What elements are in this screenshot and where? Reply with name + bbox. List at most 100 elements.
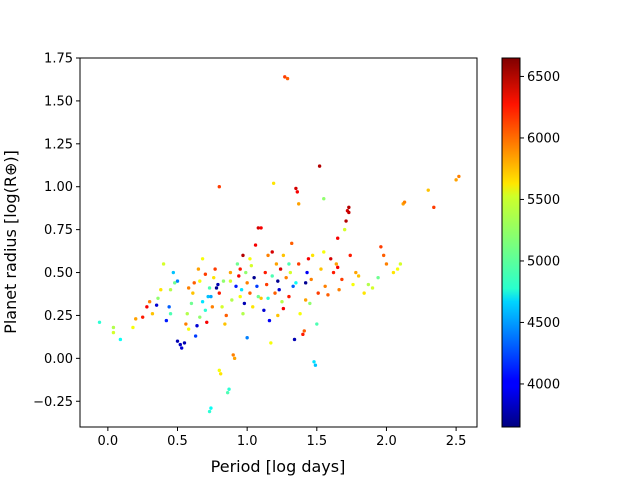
y-tick-label: 1.25 — [44, 137, 73, 152]
data-point — [230, 298, 234, 302]
data-point — [287, 262, 291, 266]
data-point — [175, 279, 180, 283]
data-point — [296, 262, 301, 266]
data-point — [292, 337, 297, 342]
data-point — [234, 284, 238, 288]
data-point — [232, 356, 237, 361]
colorbar-tick-label: 5000 — [527, 254, 560, 269]
data-point — [154, 303, 159, 307]
data-point — [301, 332, 305, 337]
data-point — [432, 205, 436, 210]
data-point — [256, 294, 261, 299]
data-point — [198, 315, 202, 319]
data-point — [336, 265, 340, 270]
data-point — [305, 270, 309, 275]
data-point — [206, 294, 210, 299]
data-point — [171, 270, 176, 275]
y-tick-label: 1.50 — [44, 94, 73, 109]
data-point — [336, 236, 340, 240]
data-point — [217, 185, 221, 189]
colorbar-tick-label: 4500 — [527, 316, 560, 331]
data-point — [329, 257, 333, 261]
data-point — [193, 334, 198, 338]
data-point — [134, 317, 138, 321]
data-point — [457, 174, 461, 179]
data-point — [426, 188, 430, 192]
y-tick-label: 0.00 — [44, 352, 73, 367]
data-point — [323, 284, 327, 288]
data-point — [244, 270, 248, 275]
data-point — [331, 270, 336, 275]
data-point — [223, 322, 227, 326]
data-point — [395, 267, 400, 271]
data-point — [256, 226, 261, 230]
data-point — [356, 274, 361, 278]
data-point — [237, 274, 241, 278]
data-point — [203, 272, 208, 276]
data-point — [248, 291, 252, 295]
data-point — [376, 275, 380, 280]
data-point — [266, 253, 270, 258]
data-point — [198, 279, 202, 283]
data-point — [213, 267, 217, 271]
data-point — [276, 313, 280, 318]
data-point — [164, 318, 169, 323]
data-point — [168, 312, 173, 316]
data-point — [118, 337, 123, 342]
data-point — [308, 301, 312, 306]
data-point — [207, 409, 212, 414]
data-point — [290, 241, 294, 246]
data-point — [111, 325, 116, 330]
data-point — [298, 312, 302, 316]
data-point — [312, 360, 316, 364]
data-point — [273, 291, 277, 295]
y-tick-label: 0.50 — [44, 266, 73, 281]
data-point — [334, 262, 339, 266]
data-point — [296, 202, 301, 206]
data-point — [238, 294, 242, 299]
data-point — [200, 257, 205, 261]
data-point — [196, 267, 201, 271]
data-point — [287, 294, 291, 299]
data-point — [241, 253, 245, 258]
data-point — [285, 76, 290, 81]
colorbar-tick-label: 6500 — [527, 70, 560, 85]
data-point — [342, 227, 347, 232]
data-point — [242, 301, 247, 306]
data-point — [228, 279, 233, 283]
colorbar-tick-label: 5500 — [527, 193, 560, 208]
data-point — [248, 257, 252, 261]
data-point — [218, 372, 223, 376]
y-axis-label: Planet radius [log(R⊕)] — [1, 150, 20, 334]
data-point — [217, 291, 221, 295]
data-point — [267, 318, 272, 323]
x-tick-label: 2.5 — [446, 434, 467, 449]
plot-frame — [79, 57, 478, 428]
data-point — [270, 250, 274, 254]
data-point — [381, 253, 386, 258]
data-point — [270, 274, 274, 278]
data-point — [227, 387, 231, 391]
data-point — [294, 281, 298, 285]
data-point — [140, 315, 145, 319]
x-tick-label: 0.5 — [167, 434, 188, 449]
data-point — [263, 270, 267, 275]
data-point — [398, 262, 403, 266]
data-point — [280, 300, 284, 304]
data-point — [231, 353, 235, 357]
data-point — [317, 164, 322, 168]
data-point — [209, 406, 213, 410]
data-point — [316, 291, 320, 295]
colorbar — [501, 57, 521, 428]
data-point — [337, 287, 341, 292]
data-point — [264, 282, 269, 287]
data-point — [221, 279, 226, 283]
data-point — [150, 312, 155, 316]
data-point — [366, 282, 371, 287]
data-point — [249, 263, 254, 268]
data-point — [283, 75, 287, 79]
x-tick-label: 1.0 — [237, 434, 258, 449]
data-point — [271, 181, 276, 185]
data-point — [310, 253, 315, 258]
